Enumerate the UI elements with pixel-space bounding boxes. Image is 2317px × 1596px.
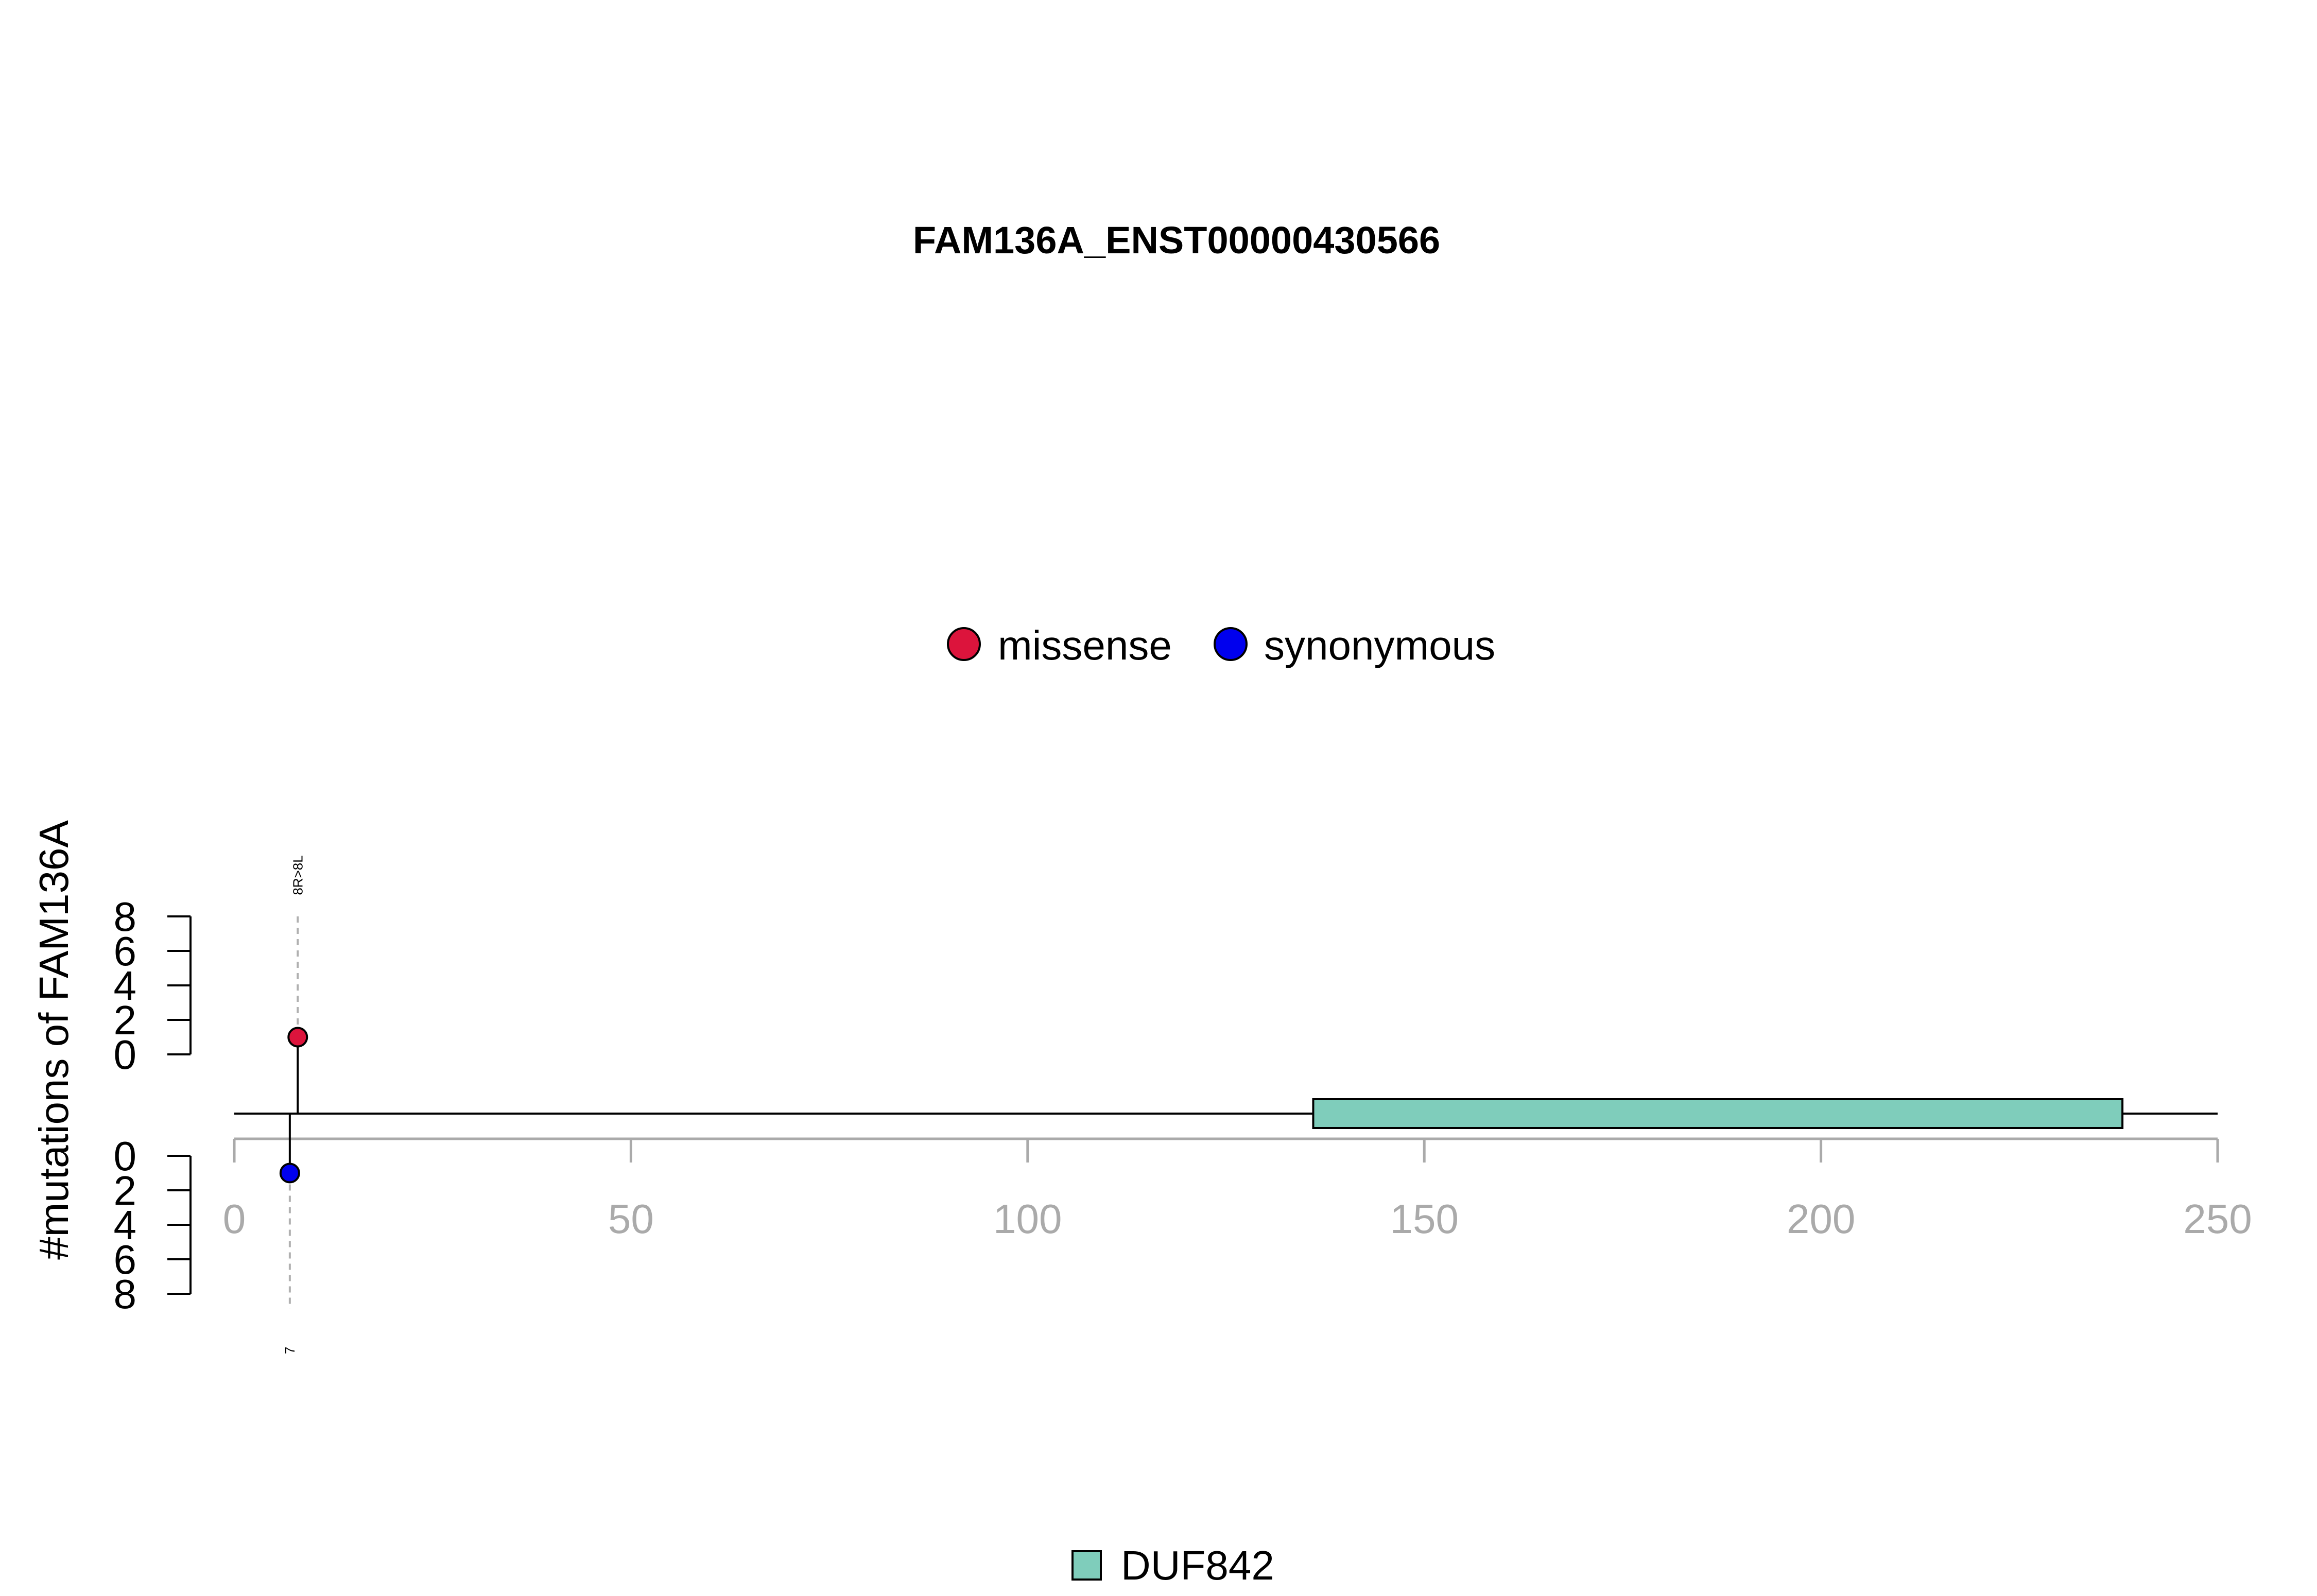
mutation-bottom-head-0 [279,1163,300,1184]
y-top-tick-label-0: 0 [114,1032,137,1078]
legend-top: missense synonymous [947,622,1495,668]
x-axis: 0 50 100 150 200 250 [223,1137,2252,1242]
chart-title: FAM136A_ENST00000430566 [913,219,1440,262]
legend-label-DUF842: DUF842 [1121,1542,1274,1588]
y-bottom-tick-label-6: 6 [114,1237,137,1282]
y-top-tick-label-6: 6 [114,928,137,974]
domains [1312,1098,2124,1129]
legend-swatch-DUF842 [1071,1550,1102,1581]
legend-label-synonymous: synonymous [1264,622,1495,668]
lollipops: 8R>8L 7 [279,855,308,1354]
legend-swatch-missense [947,627,981,661]
mutation-top-head-0 [287,1027,308,1048]
legend-bottom: DUF842 [1071,1542,1274,1588]
domain-DUF842 [1312,1098,2124,1129]
x-tick-label-0: 0 [223,1196,246,1242]
y-bottom-tick-label-4: 4 [114,1202,137,1248]
y-bottom-tick-label-2: 2 [114,1168,137,1213]
y-top-tick-label-4: 4 [114,963,137,1009]
y-top-tick-label-8: 8 [114,894,137,940]
y-axis-label: #mutations of FAM136A [31,820,77,1259]
mutation-bottom-label-0: 7 [282,1347,298,1354]
legend-swatch-synonymous [1214,627,1248,661]
y-bottom-tick-label-8: 8 [114,1271,137,1317]
x-tick-label-150: 150 [1390,1196,1458,1242]
x-tick-label-250: 250 [2183,1196,2252,1242]
x-tick-label-100: 100 [993,1196,1062,1242]
mutation-top-label-0: 8R>8L [290,855,305,895]
legend-label-missense: missense [998,622,1172,668]
x-tick-label-200: 200 [1787,1196,1855,1242]
y-bottom-tick-label-0: 0 [114,1133,137,1179]
y-top-tick-label-2: 2 [114,997,137,1043]
x-tick-label-50: 50 [608,1196,654,1242]
